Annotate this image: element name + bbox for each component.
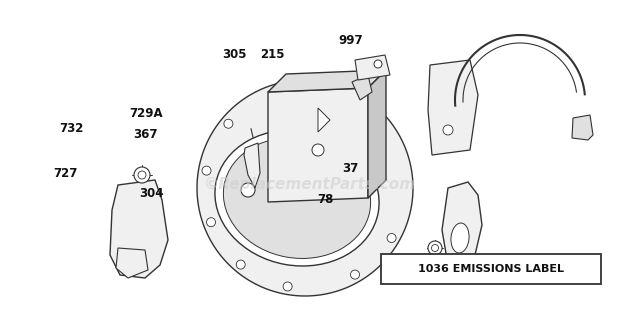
Text: 215: 215 — [260, 48, 285, 61]
Text: 367: 367 — [133, 128, 158, 141]
Circle shape — [428, 241, 442, 255]
Ellipse shape — [215, 130, 379, 266]
Polygon shape — [268, 70, 386, 92]
Circle shape — [350, 270, 360, 279]
Polygon shape — [318, 108, 330, 132]
Circle shape — [312, 144, 324, 156]
Polygon shape — [197, 80, 413, 296]
Ellipse shape — [451, 223, 469, 253]
Polygon shape — [244, 143, 260, 188]
Polygon shape — [368, 70, 386, 198]
Text: 37: 37 — [342, 162, 358, 175]
Polygon shape — [352, 75, 372, 100]
Polygon shape — [428, 60, 478, 155]
Text: 732: 732 — [59, 122, 84, 135]
Text: 997: 997 — [338, 34, 363, 47]
Text: 305: 305 — [222, 48, 247, 61]
Circle shape — [202, 166, 211, 175]
Text: ©ReplacementParts.com: ©ReplacementParts.com — [204, 178, 416, 193]
Circle shape — [350, 97, 360, 106]
Circle shape — [283, 85, 292, 94]
Circle shape — [283, 282, 292, 291]
Circle shape — [432, 245, 438, 251]
Bar — [381, 254, 601, 284]
Circle shape — [241, 183, 255, 197]
Circle shape — [443, 125, 453, 135]
Text: 304: 304 — [140, 187, 164, 200]
Circle shape — [134, 167, 150, 183]
Polygon shape — [268, 88, 368, 202]
Text: 1036 EMISSIONS LABEL: 1036 EMISSIONS LABEL — [418, 264, 564, 274]
Polygon shape — [355, 55, 390, 80]
Circle shape — [224, 119, 233, 128]
Text: 729A: 729A — [129, 107, 162, 120]
Circle shape — [374, 60, 382, 68]
Circle shape — [387, 233, 396, 242]
Polygon shape — [110, 180, 168, 278]
Polygon shape — [116, 248, 148, 278]
Text: 78: 78 — [317, 193, 334, 206]
Text: 727: 727 — [53, 167, 78, 180]
Circle shape — [138, 171, 146, 179]
Circle shape — [206, 218, 216, 227]
Polygon shape — [442, 182, 482, 268]
Circle shape — [236, 260, 246, 269]
Ellipse shape — [223, 138, 371, 259]
Polygon shape — [572, 115, 593, 140]
